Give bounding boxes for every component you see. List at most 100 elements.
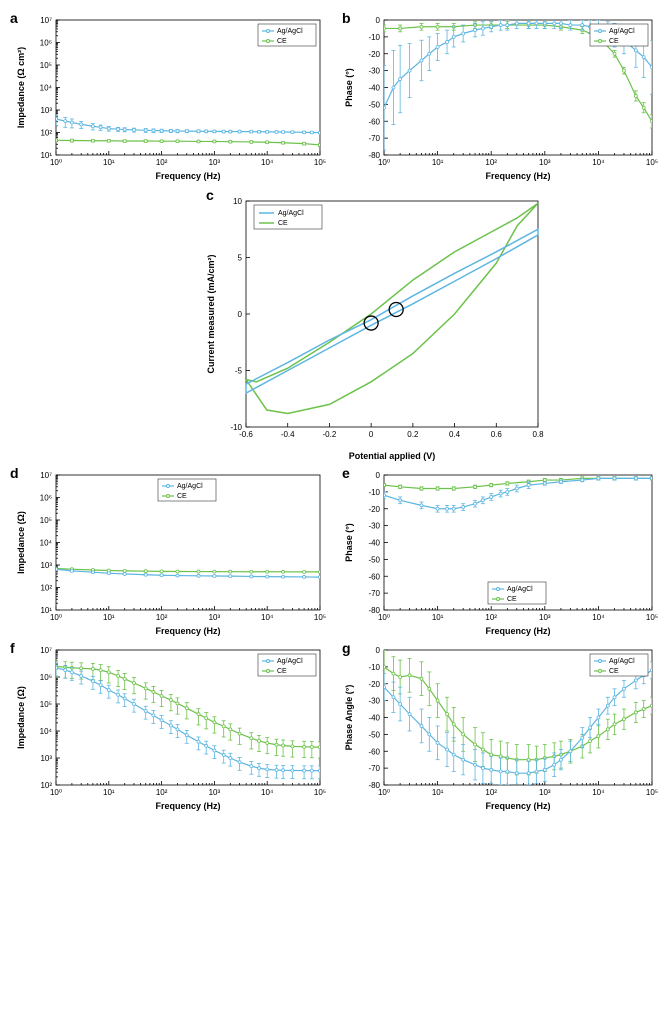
panel-label-a: a (10, 10, 18, 26)
svg-text:10²: 10² (40, 584, 52, 593)
svg-text:Frequency (Hz): Frequency (Hz) (485, 171, 550, 181)
svg-text:10³: 10³ (539, 613, 551, 622)
svg-text:10⁴: 10⁴ (40, 539, 53, 548)
svg-text:10²: 10² (40, 781, 52, 790)
svg-text:Ag/AgCl: Ag/AgCl (277, 28, 303, 35)
svg-text:CE: CE (277, 668, 287, 675)
svg-text:10¹: 10¹ (40, 151, 52, 160)
svg-text:Ag/AgCl: Ag/AgCl (177, 483, 203, 490)
svg-text:10²: 10² (40, 129, 52, 138)
panel-d: d 10⁰10¹10²10³10⁴10⁵10¹10²10³10⁴10⁵10⁶10… (8, 463, 332, 638)
svg-text:Phase (°): Phase (°) (344, 523, 354, 562)
svg-text:10¹: 10¹ (432, 788, 444, 797)
svg-text:10⁵: 10⁵ (40, 516, 52, 525)
panel-label-b: b (342, 10, 351, 26)
svg-text:-40: -40 (368, 84, 380, 93)
svg-text:10²: 10² (485, 788, 497, 797)
svg-text:CE: CE (609, 668, 619, 675)
svg-text:10⁵: 10⁵ (646, 788, 658, 797)
svg-text:CE: CE (507, 596, 517, 603)
svg-text:0.8: 0.8 (532, 430, 544, 439)
svg-text:10⁵: 10⁵ (314, 613, 326, 622)
chart-c: -0.6-0.4-0.200.20.40.60.8-10-50510Potent… (106, 183, 566, 463)
panel-label-g: g (342, 640, 351, 656)
svg-text:Frequency (Hz): Frequency (Hz) (485, 801, 550, 811)
svg-text:CE: CE (278, 220, 288, 227)
svg-text:-30: -30 (368, 522, 380, 531)
svg-text:10⁶: 10⁶ (40, 39, 52, 48)
chart-d: 10⁰10¹10²10³10⁴10⁵10¹10²10³10⁴10⁵10⁶10⁷F… (8, 463, 328, 638)
svg-text:0.6: 0.6 (491, 430, 503, 439)
svg-text:-70: -70 (368, 764, 380, 773)
svg-text:-0.4: -0.4 (281, 430, 295, 439)
chart-b: 10⁰10¹10²10³10⁴10⁵-80-70-60-50-40-30-20-… (340, 8, 660, 183)
svg-text:Frequency (Hz): Frequency (Hz) (155, 171, 220, 181)
svg-text:10⁴: 10⁴ (261, 613, 274, 622)
svg-text:-70: -70 (368, 589, 380, 598)
chart-e: 10⁰10¹10²10³10⁴10⁵-80-70-60-50-40-30-20-… (340, 463, 660, 638)
svg-text:10⁶: 10⁶ (40, 494, 52, 503)
svg-text:Phase Angle (°): Phase Angle (°) (344, 685, 354, 751)
chart-g: 10⁰10¹10²10³10⁴10⁵-80-70-60-50-40-30-20-… (340, 638, 660, 813)
svg-text:Frequency (Hz): Frequency (Hz) (485, 626, 550, 636)
svg-text:10⁵: 10⁵ (646, 158, 658, 167)
svg-text:10⁴: 10⁴ (40, 84, 53, 93)
svg-text:CE: CE (177, 493, 187, 500)
svg-text:Impedance (Ω cm²): Impedance (Ω cm²) (16, 47, 26, 128)
panel-label-f: f (10, 640, 15, 656)
svg-text:0: 0 (376, 646, 381, 655)
svg-text:-10: -10 (368, 488, 380, 497)
svg-text:10²: 10² (156, 613, 168, 622)
svg-text:Frequency (Hz): Frequency (Hz) (155, 801, 220, 811)
svg-text:Ag/AgCl: Ag/AgCl (507, 586, 533, 593)
svg-text:10³: 10³ (40, 561, 52, 570)
svg-text:10⁵: 10⁵ (40, 61, 52, 70)
svg-text:Frequency (Hz): Frequency (Hz) (155, 626, 220, 636)
svg-text:10²: 10² (485, 158, 497, 167)
svg-text:10⁷: 10⁷ (40, 646, 52, 655)
svg-text:10¹: 10¹ (103, 613, 115, 622)
svg-text:-20: -20 (368, 505, 380, 514)
svg-text:10³: 10³ (539, 158, 551, 167)
svg-text:10⁴: 10⁴ (592, 613, 605, 622)
svg-text:-20: -20 (368, 50, 380, 59)
svg-text:10²: 10² (156, 788, 168, 797)
svg-text:-80: -80 (368, 151, 380, 160)
svg-text:0.2: 0.2 (407, 430, 419, 439)
svg-text:5: 5 (238, 254, 243, 263)
svg-text:CE: CE (277, 38, 287, 45)
svg-text:-30: -30 (368, 697, 380, 706)
svg-text:0: 0 (376, 16, 381, 25)
svg-text:-40: -40 (368, 539, 380, 548)
chart-f: 10⁰10¹10²10³10⁴10⁵10²10³10⁴10⁵10⁶10⁷Freq… (8, 638, 328, 813)
svg-text:10³: 10³ (209, 613, 221, 622)
svg-text:10⁵: 10⁵ (314, 788, 326, 797)
panel-c: c -0.6-0.4-0.200.20.40.60.8-10-50510Pote… (106, 183, 566, 463)
svg-text:-60: -60 (368, 572, 380, 581)
svg-text:-10: -10 (368, 33, 380, 42)
svg-text:10¹: 10¹ (432, 613, 444, 622)
panel-label-e: e (342, 465, 350, 481)
svg-text:10³: 10³ (40, 106, 52, 115)
svg-text:10¹: 10¹ (103, 788, 115, 797)
svg-text:-40: -40 (368, 714, 380, 723)
svg-text:10⁵: 10⁵ (314, 158, 326, 167)
panel-label-d: d (10, 465, 19, 481)
svg-text:10⁴: 10⁴ (592, 158, 605, 167)
svg-text:10⁴: 10⁴ (40, 727, 53, 736)
svg-text:-50: -50 (368, 100, 380, 109)
svg-text:10³: 10³ (539, 788, 551, 797)
svg-text:0: 0 (369, 430, 374, 439)
svg-text:10: 10 (233, 197, 242, 206)
svg-text:10⁴: 10⁴ (261, 788, 274, 797)
svg-text:10⁶: 10⁶ (40, 673, 52, 682)
svg-text:Current measured (mA/cm²): Current measured (mA/cm²) (206, 254, 216, 373)
svg-text:10¹: 10¹ (40, 606, 52, 615)
panel-label-c: c (206, 187, 214, 203)
svg-text:-70: -70 (368, 134, 380, 143)
svg-text:Phase (°): Phase (°) (344, 68, 354, 107)
svg-text:Ag/AgCl: Ag/AgCl (609, 658, 635, 665)
panel-e: e 10⁰10¹10²10³10⁴10⁵-80-70-60-50-40-30-2… (340, 463, 664, 638)
svg-text:Ag/AgCl: Ag/AgCl (277, 658, 303, 665)
panel-g: g 10⁰10¹10²10³10⁴10⁵-80-70-60-50-40-30-2… (340, 638, 664, 813)
